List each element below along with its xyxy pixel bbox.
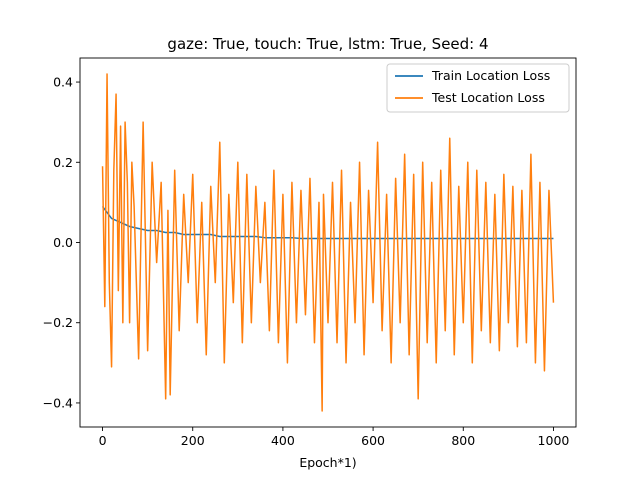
y-tick-label: 0.2 bbox=[53, 155, 73, 170]
x-tick-label: 600 bbox=[361, 433, 385, 448]
legend-box bbox=[386, 63, 570, 113]
x-tick-label: 800 bbox=[451, 433, 475, 448]
y-axis: −0.4 −0.2 0.0 0.2 0.4 bbox=[43, 75, 80, 410]
legend: Train Location Loss Test Location Loss bbox=[386, 63, 570, 113]
y-tick-label: −0.4 bbox=[43, 395, 73, 410]
x-tick-label: 1000 bbox=[538, 433, 570, 448]
y-tick-label: −0.2 bbox=[43, 315, 73, 330]
x-tick-label: 400 bbox=[271, 433, 295, 448]
y-tick-label: 0.0 bbox=[53, 235, 73, 250]
legend-label-test: Test Location Loss bbox=[431, 90, 545, 105]
chart-title: gaze: True, touch: True, lstm: True, See… bbox=[167, 35, 488, 53]
x-axis: 0 200 400 600 800 1000 bbox=[99, 427, 570, 448]
y-tick-label: 0.4 bbox=[53, 75, 73, 90]
legend-label-train: Train Location Loss bbox=[431, 68, 550, 83]
x-axis-label: Epoch*1) bbox=[299, 455, 356, 470]
x-tick-label: 200 bbox=[181, 433, 205, 448]
series-line-test-location-loss bbox=[101, 73, 555, 412]
series-layer bbox=[101, 73, 555, 412]
x-tick-label: 0 bbox=[99, 433, 107, 448]
